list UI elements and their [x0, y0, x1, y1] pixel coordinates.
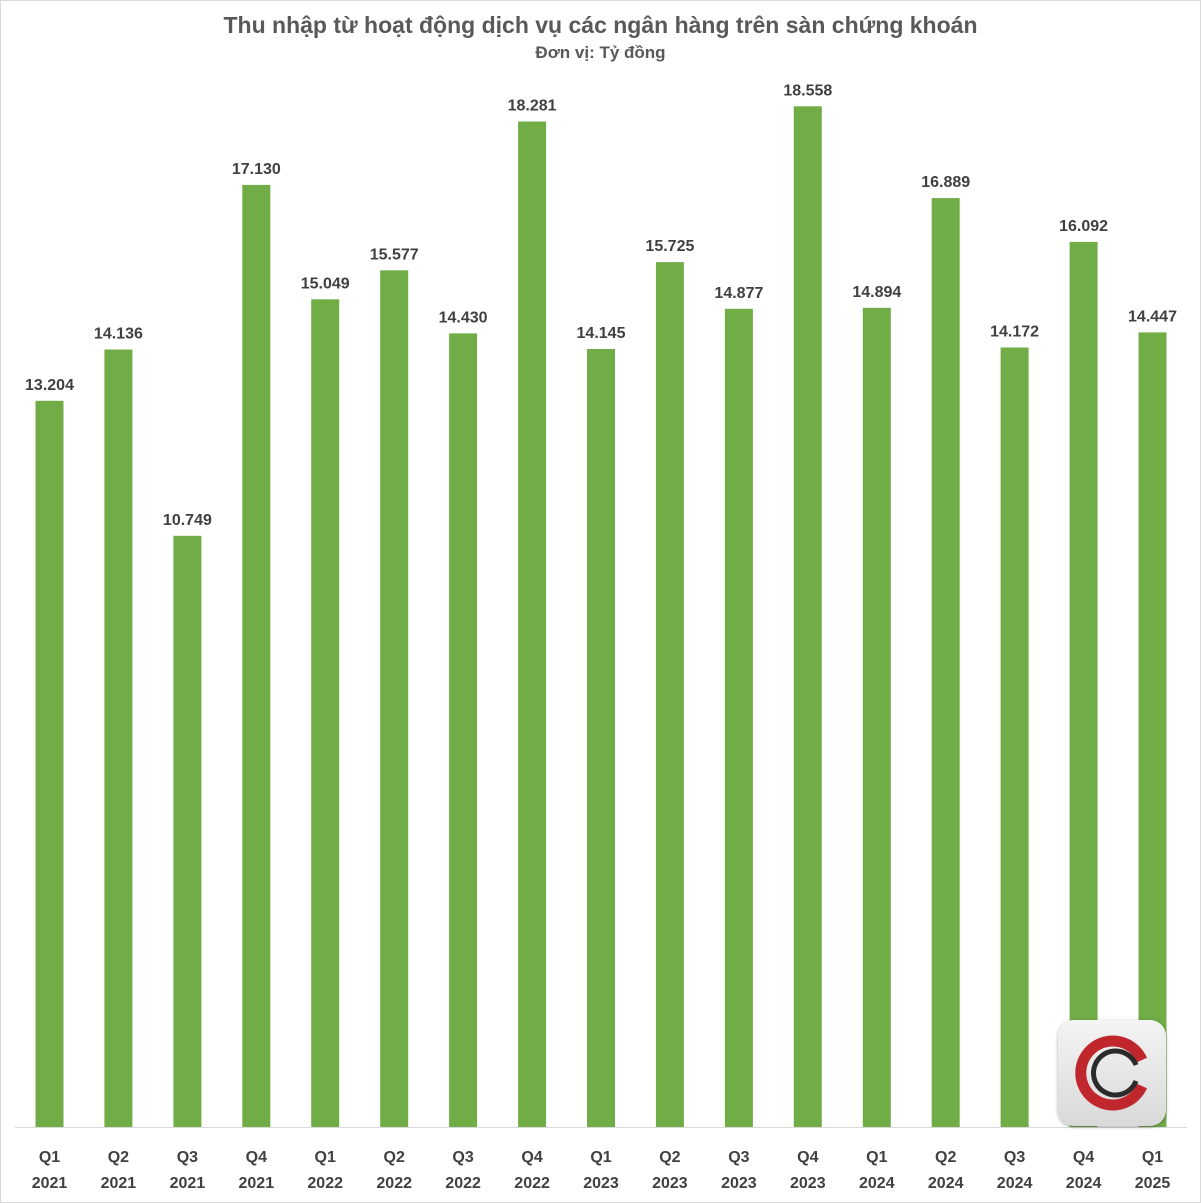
- data-label-12: 14.894: [852, 284, 901, 301]
- data-label-1: 14.136: [94, 326, 143, 343]
- data-label-4: 15.049: [301, 275, 350, 292]
- data-label-7: 18.281: [508, 98, 557, 115]
- x-tick-year-16: 2025: [1135, 1175, 1171, 1192]
- x-tick-year-5: 2022: [376, 1175, 412, 1192]
- x-tick-year-11: 2023: [790, 1175, 826, 1192]
- x-tick-year-12: 2024: [859, 1175, 895, 1192]
- bar-1: [104, 349, 133, 1127]
- data-label-15: 16.092: [1059, 218, 1108, 235]
- bar-8: [587, 349, 615, 1127]
- x-tick-quarter-15: Q4: [1073, 1149, 1094, 1166]
- x-tick-quarter-1: Q2: [108, 1149, 129, 1166]
- x-tick-quarter-12: Q1: [866, 1149, 887, 1166]
- x-tick-year-3: 2021: [239, 1175, 275, 1192]
- x-tick-year-1: 2021: [101, 1175, 137, 1192]
- data-label-2: 10.749: [163, 512, 212, 529]
- bar-2: [173, 535, 202, 1127]
- bar-11: [793, 106, 822, 1128]
- bar-10: [724, 308, 753, 1127]
- x-tick-year-15: 2024: [1066, 1175, 1102, 1192]
- x-tick-year-9: 2023: [652, 1175, 688, 1192]
- chart-subtitle: Đơn vị: Tỷ đồng: [535, 43, 666, 62]
- x-tick-quarter-4: Q1: [315, 1149, 336, 1166]
- x-tick-quarter-2: Q3: [177, 1149, 198, 1166]
- x-tick-quarter-14: Q3: [1004, 1149, 1025, 1166]
- x-tick-year-8: 2023: [583, 1175, 619, 1192]
- x-tick-year-10: 2023: [721, 1175, 757, 1192]
- x-tick-year-6: 2022: [445, 1175, 481, 1192]
- data-label-11: 18.558: [783, 82, 832, 99]
- x-tick-quarter-16: Q1: [1142, 1149, 1163, 1166]
- bar-9: [655, 262, 684, 1128]
- bar-13: [931, 198, 960, 1128]
- x-tick-quarter-7: Q4: [521, 1149, 542, 1166]
- data-label-9: 15.725: [645, 238, 694, 255]
- data-label-10: 14.877: [714, 285, 763, 302]
- x-tick-quarter-11: Q4: [797, 1149, 818, 1166]
- bar-16: [1138, 332, 1167, 1127]
- data-label-16: 14.447: [1128, 308, 1177, 325]
- bar-7: [518, 121, 547, 1127]
- bar-5: [380, 270, 409, 1127]
- data-label-5: 15.577: [370, 246, 419, 263]
- bar-12: [862, 307, 891, 1127]
- x-tick-quarter-9: Q2: [659, 1149, 680, 1166]
- bar-6: [449, 333, 478, 1127]
- bar-4: [311, 299, 340, 1127]
- x-tick-quarter-8: Q1: [590, 1149, 611, 1166]
- x-tick-quarter-13: Q2: [935, 1149, 956, 1166]
- data-label-0: 13.204: [25, 377, 74, 394]
- bar-0: [35, 400, 64, 1127]
- x-tick-year-14: 2024: [997, 1175, 1033, 1192]
- bar-15: [1069, 241, 1098, 1127]
- x-tick-quarter-5: Q2: [384, 1149, 405, 1166]
- x-tick-quarter-10: Q3: [728, 1149, 749, 1166]
- chart-title: Thu nhập từ hoạt động dịch vụ các ngân h…: [223, 12, 978, 38]
- bar-3: [242, 184, 271, 1127]
- data-label-3: 17.130: [232, 161, 281, 178]
- x-tick-year-4: 2022: [307, 1175, 343, 1192]
- data-label-14: 14.172: [990, 324, 1039, 341]
- x-tick-year-2: 2021: [170, 1175, 206, 1192]
- bar-14: [1000, 347, 1029, 1127]
- x-tick-year-7: 2022: [514, 1175, 550, 1192]
- x-tick-year-0: 2021: [32, 1175, 68, 1192]
- x-tick-quarter-3: Q4: [246, 1149, 267, 1166]
- data-label-8: 14.145: [577, 325, 626, 342]
- data-label-6: 14.430: [439, 309, 488, 326]
- data-label-13: 16.889: [921, 174, 970, 191]
- x-tick-quarter-0: Q1: [39, 1149, 60, 1166]
- x-tick-quarter-6: Q3: [452, 1149, 473, 1166]
- c-logo-icon: [1058, 1020, 1166, 1126]
- x-tick-year-13: 2024: [928, 1175, 964, 1192]
